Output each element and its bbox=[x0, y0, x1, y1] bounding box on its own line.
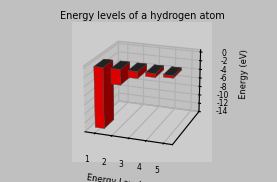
X-axis label: Energy Level: Energy Level bbox=[86, 173, 141, 182]
Title: Energy levels of a hydrogen atom: Energy levels of a hydrogen atom bbox=[60, 11, 224, 21]
